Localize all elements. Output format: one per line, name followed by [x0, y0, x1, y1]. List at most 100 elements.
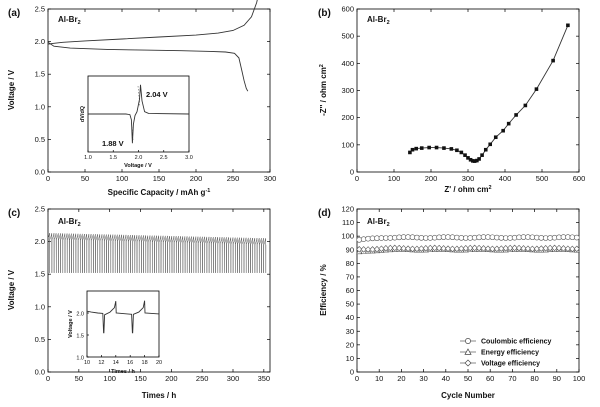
- voltage-point: [440, 245, 447, 252]
- panel-c-inset-ylabel: Voltage / V: [68, 310, 74, 338]
- voltage-point: [560, 245, 567, 252]
- y-tick-label: 30: [346, 327, 354, 336]
- nyquist-point: [501, 128, 505, 133]
- panel-d-ylabel: Efficiency / %: [319, 264, 328, 316]
- panel-d-legend: Coulombic efficiency Energy efficiency V…: [460, 338, 552, 368]
- panel-d: (d) 0 10 20 30 40 50 60 70 80 90 100 0 10 20 30 40 50 60 7…: [318, 205, 585, 401]
- y-tick-label: 1.5: [35, 70, 45, 79]
- voltage-point: [516, 244, 523, 252]
- nyquist-point: [471, 159, 475, 163]
- voltage-point: [484, 245, 491, 252]
- panel-b-xlabel: Z' / ohm cm2: [444, 185, 491, 194]
- x-tick-label: 20: [397, 374, 405, 383]
- voltage-point: [458, 245, 465, 252]
- nyquist-point: [475, 158, 479, 163]
- x-tick-label: 400: [499, 174, 512, 183]
- voltage-point: [365, 246, 372, 253]
- y-tick-label: 0.5: [35, 335, 45, 344]
- nyquist-point: [410, 147, 415, 152]
- x-tick-label: 250: [196, 374, 209, 383]
- x-tick-label: 350: [258, 374, 271, 383]
- voltage-point: [462, 245, 469, 252]
- y-tick-label: 2.5: [35, 205, 45, 214]
- nyquist-point: [434, 145, 439, 150]
- voltage-point: [453, 245, 460, 253]
- legend-energy: Energy efficiency: [481, 350, 539, 357]
- voltage-point: [569, 245, 576, 253]
- y-tick-label: 400: [341, 59, 354, 68]
- x-tick-label: 90: [553, 374, 561, 383]
- nyquist-point: [483, 147, 488, 152]
- x-tick-label: 300: [462, 174, 475, 183]
- y-tick-label: 110: [342, 218, 354, 227]
- panel-c-cycling-curve: [48, 233, 267, 273]
- voltage-point: [449, 245, 456, 253]
- panel-c-axes: [47, 208, 271, 373]
- y-tick-label: 120: [341, 205, 354, 214]
- voltage-point: [507, 244, 514, 252]
- y-tick-label: 0: [350, 368, 354, 377]
- voltage-point: [511, 244, 518, 252]
- nyquist-point: [534, 87, 539, 91]
- panel-a-letter: (a): [8, 8, 20, 19]
- x-tick-label: 150: [153, 174, 166, 183]
- y-tick-label: 60: [346, 286, 354, 295]
- voltage-point: [538, 245, 545, 252]
- voltage-point: [387, 244, 394, 252]
- voltage-point: [400, 245, 407, 252]
- nyquist-point: [442, 146, 446, 150]
- x-tick-label: 200: [165, 374, 178, 383]
- x-tick-label: 12: [98, 360, 104, 366]
- y-tick-label: 10: [346, 354, 354, 363]
- panel-a-inset-xlabel: Voltage / V: [124, 163, 152, 169]
- panel-d-letter: (d): [318, 208, 331, 219]
- voltage-point: [547, 244, 554, 252]
- nyquist-point: [480, 153, 484, 157]
- nyquist-point: [459, 150, 464, 155]
- voltage-point: [409, 245, 416, 253]
- x-tick-label: 2.0: [135, 155, 143, 161]
- voltage-point: [529, 245, 536, 253]
- panel-b-ylabel: -Z'' / ohm cm2: [319, 64, 328, 116]
- panel-a-inset-valley-marker: [130, 117, 134, 141]
- y-tick-label: 90: [346, 245, 354, 254]
- voltage-point: [502, 245, 509, 252]
- nyquist-point: [514, 113, 518, 117]
- nyquist-point: [523, 103, 528, 108]
- x-tick-label: 50: [464, 374, 472, 383]
- x-tick-label: 10: [84, 360, 90, 366]
- panel-c-label: Al-Br2: [58, 217, 81, 228]
- x-tick-label: 0: [355, 374, 359, 383]
- x-tick-label: 200: [190, 174, 203, 183]
- panel-a-annotation-peak: 2.04 V: [146, 90, 168, 99]
- voltage-point: [391, 244, 398, 252]
- y-tick-label: 500: [341, 32, 354, 41]
- panel-c: (c) 0 50 100 150 200 250 300 350 0.0 0.5 1.0 1.5 2.0…: [7, 205, 271, 400]
- y-tick-label: 0.5: [35, 135, 45, 144]
- voltage-point: [551, 244, 558, 252]
- y-tick-label: 80: [346, 259, 354, 268]
- x-tick-label: 1.0: [84, 155, 92, 161]
- x-tick-label: 0: [355, 174, 359, 183]
- y-tick-label: 1.0: [35, 102, 45, 111]
- x-tick-label: 0: [46, 374, 50, 383]
- voltage-point: [360, 246, 367, 253]
- panel-c-ylabel: Voltage / V: [7, 269, 16, 310]
- nyquist-point: [427, 145, 431, 150]
- panel-b-axes: [356, 8, 580, 173]
- voltage-point: [467, 244, 474, 252]
- y-tick-label: 2.0: [76, 312, 84, 318]
- nyquist-point: [493, 135, 498, 140]
- y-tick-label: 2.5: [35, 5, 45, 14]
- x-tick-label: 60: [486, 374, 494, 383]
- y-tick-label: 0.0: [35, 368, 45, 377]
- panel-d-xlabel: Cycle Number: [441, 391, 495, 400]
- panel-a-inset-peak-marker: [137, 85, 141, 108]
- panel-d-label: Al-Br2: [367, 217, 390, 228]
- voltage-point: [418, 245, 425, 252]
- x-tick-label: 70: [508, 374, 516, 383]
- x-tick-label: 20: [156, 360, 162, 366]
- panel-c-letter: (c): [8, 208, 20, 219]
- nyquist-point: [408, 150, 412, 155]
- x-tick-label: 300: [264, 174, 277, 183]
